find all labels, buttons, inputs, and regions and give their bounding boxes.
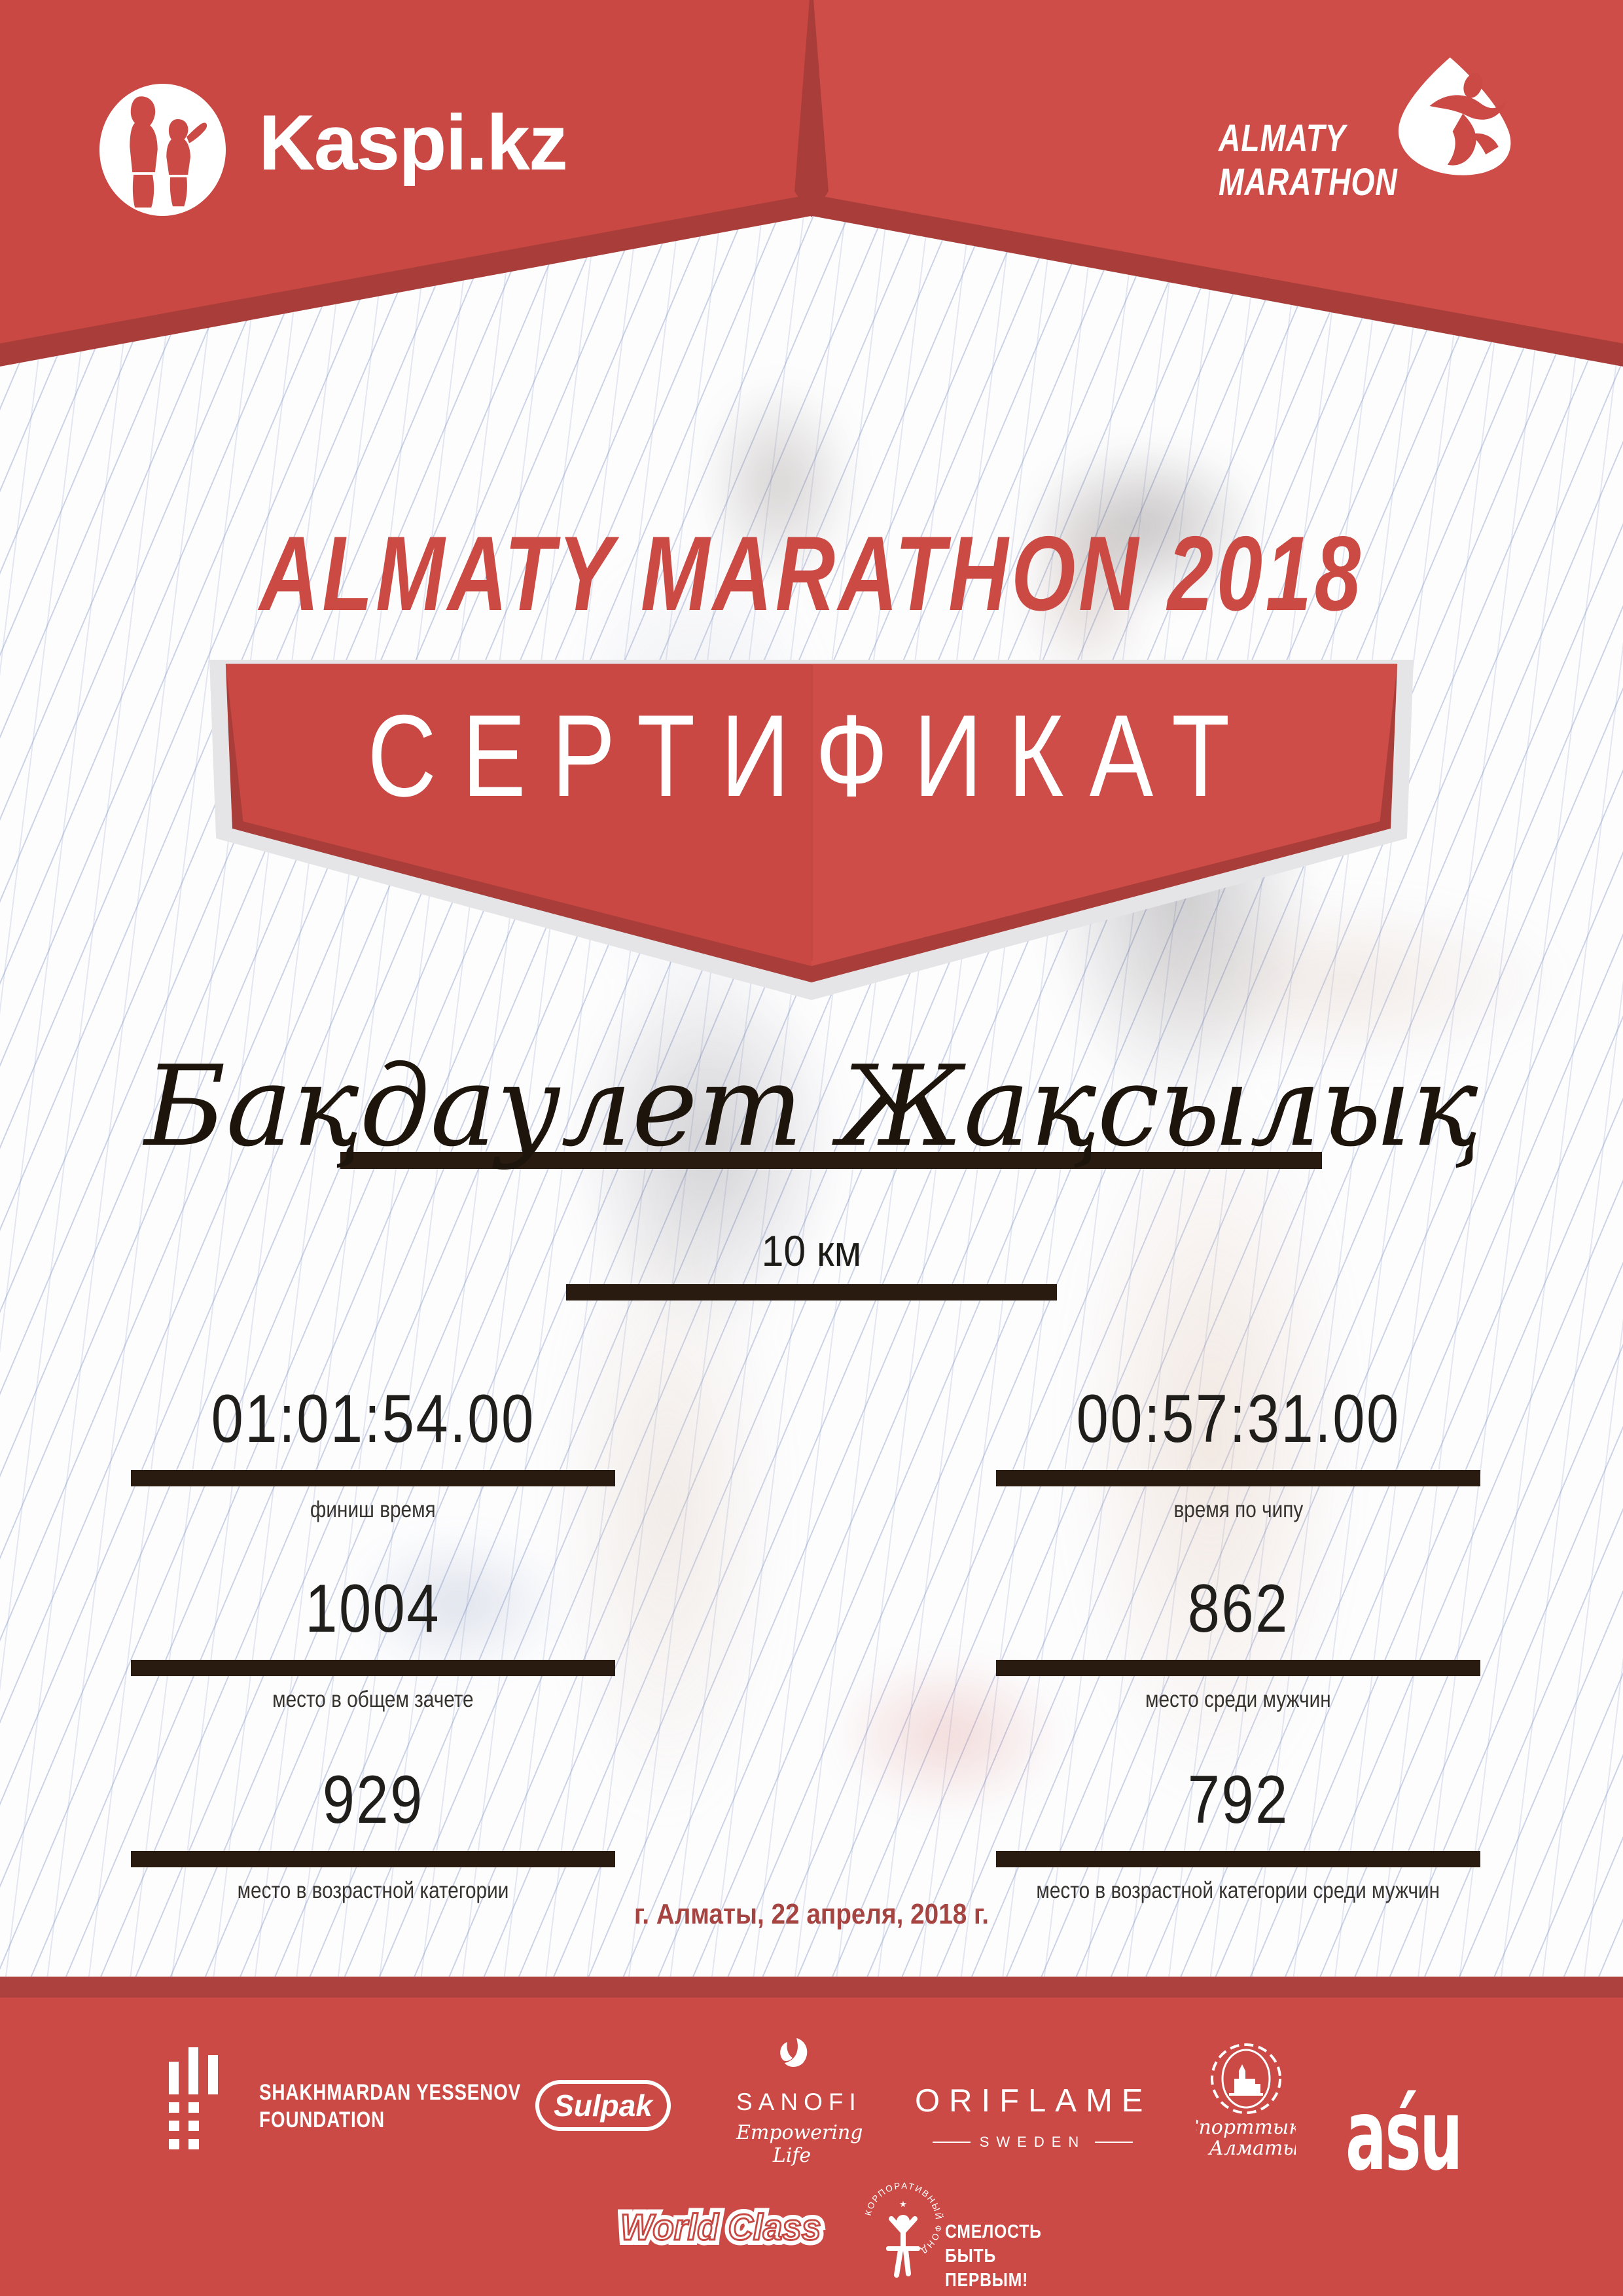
almaty-line: ALMATY (1219, 117, 1346, 160)
kaspi-people-icon (130, 96, 207, 208)
sporttyq-line2: Алматы (1207, 2137, 1296, 2160)
fund-star-icon: ★ (899, 2199, 907, 2209)
overall-place-value: 1004 (305, 1571, 441, 1647)
ribbon-center-seam (812, 665, 813, 961)
marathon-line: MARATHON (1219, 161, 1398, 204)
stat-underline (996, 1660, 1480, 1676)
footer-accent-strip (0, 1977, 1623, 1998)
age-group-place-value: 929 (322, 1762, 424, 1838)
sanofi-logo: SANOFI Empowering Life (736, 2037, 863, 2167)
stat-underline (131, 1660, 615, 1676)
kaspi-logo (99, 84, 226, 216)
right-rule (1095, 2142, 1133, 2143)
worldclass-logo: World Class World Class (615, 2201, 826, 2253)
sporttyq-line1: Спорттық (1196, 2116, 1296, 2139)
finish-time-value: 01:01:54.00 (211, 1381, 535, 1457)
kaspi-ellipse (99, 84, 226, 216)
worldclass-wordmark: World Class (620, 2206, 822, 2249)
sporttyq-almaty-emblem: Спорттық Алматы (1196, 2043, 1296, 2160)
sanofi-wordmark: SANOFI (736, 2089, 862, 2115)
oriflame-country: SWEDEN (915, 2134, 1150, 2151)
certificate-ribbon: СЕРТИФИКАТ (209, 660, 1414, 1000)
stat-underline (131, 1851, 615, 1867)
left-rule (932, 2142, 971, 2143)
yessenov-foundation-wordmark: SHAKHMARDAN YESSENOV FOUNDATION (259, 2080, 522, 2132)
age-group-place-label: место в возрастной категории (237, 1878, 509, 1903)
stat-age-group-place: 929 место в возрастной категории (124, 1761, 622, 1904)
stat-place-among-men: 862 место среди мужчин (990, 1570, 1487, 1713)
overall-place-label: место в общем зачете (272, 1687, 474, 1712)
almaty-marathon-emblem (1391, 52, 1519, 180)
age-group-place-men-label: место в возрастной категории среди мужчи… (1036, 1878, 1440, 1903)
sulpak-wordmark: Sulpak (554, 2089, 652, 2123)
chip-time-value: 00:57:31.00 (1076, 1381, 1400, 1457)
place-among-men-value: 862 (1187, 1571, 1289, 1647)
asu-wordmark: aśu (1346, 2079, 1463, 2193)
sanofi-bird-icon (780, 2038, 808, 2067)
stat-age-group-place-men: 792 место в возрастной категории среди м… (990, 1761, 1487, 1904)
worldclass-outline: World Class (615, 2201, 826, 2253)
certificate-label: СЕРТИФИКАТ (367, 691, 1256, 821)
distance-underline (566, 1284, 1057, 1300)
oriflame-wordmark: ORIFLAME (915, 2083, 1152, 2119)
yessenov-foundation-icon (169, 2047, 218, 2149)
participant-name: Бақдаулет Жақсылық (144, 1042, 1479, 1172)
sulpak-logo: Sulpak (535, 2080, 671, 2131)
runner-teardrop-icon (1398, 57, 1511, 175)
fund-slogan: СМЕЛОСТЬ БЫТЬ ПЕРВЫМ! (945, 2221, 1042, 2291)
age-group-place-men-value: 792 (1187, 1762, 1289, 1838)
sanofi-tagline: Empowering Life (736, 2121, 863, 2167)
stat-underline (131, 1470, 615, 1486)
event-date-location: г. Алматы, 22 апреля, 2018 г. (633, 1898, 990, 1930)
chip-time-label: время по чипу (1173, 1497, 1303, 1522)
finish-time-label: финиш время (310, 1497, 436, 1522)
fund-emblem: КОРПОРАТИВНЫЙ ФОНД ★ (863, 2182, 942, 2278)
place-among-men-label: место среди мужчин (1145, 1687, 1331, 1712)
almaty-marathon-wordmark: ALMATY MARATHON (1219, 117, 1398, 204)
kaspi-wordmark: Kaspi.kz (259, 99, 568, 187)
stat-underline (996, 1851, 1480, 1867)
stat-overall-place: 1004 место в общем зачете (124, 1570, 622, 1713)
name-underline (340, 1152, 1322, 1169)
sponsors-footer: SHAKHMARDAN YESSENOV FOUNDATION Sulpak S… (0, 1998, 1623, 2296)
page-title: ALMATY MARATHON 2018 (259, 514, 1364, 633)
stat-underline (996, 1470, 1480, 1486)
oriflame-logo: ORIFLAME SWEDEN (915, 2083, 1150, 2151)
distance-label: 10 км (761, 1227, 862, 1275)
stat-chip-time: 00:57:31.00 время по чипу (990, 1380, 1487, 1523)
stat-finish-time: 01:01:54.00 финиш время (124, 1380, 622, 1523)
